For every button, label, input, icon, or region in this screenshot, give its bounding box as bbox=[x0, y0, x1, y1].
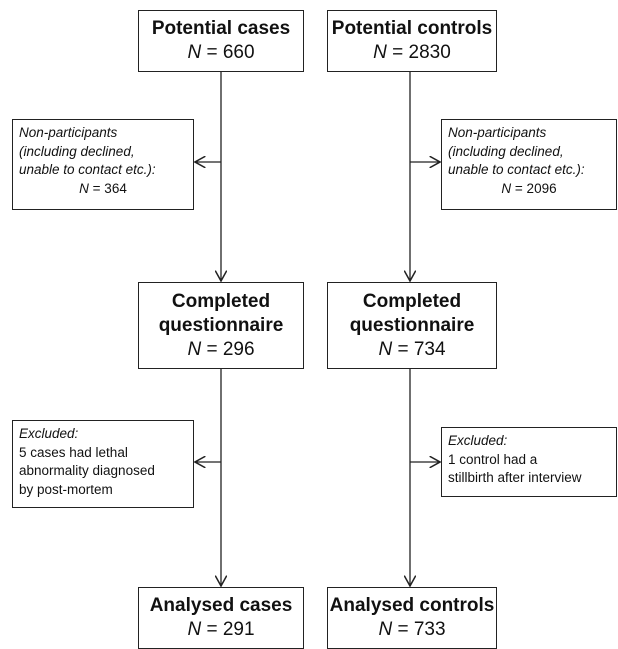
analysed-controls-box: Analysed controls N = 733 bbox=[327, 587, 497, 649]
right-excluded-box: Excluded: 1 control had a stillbirth aft… bbox=[441, 427, 617, 497]
left-excluded-line: 5 cases had lethal bbox=[19, 444, 128, 460]
left-completed-count: N = 296 bbox=[187, 338, 255, 360]
right-completed-title-2: questionnaire bbox=[349, 314, 475, 336]
left-nonparticipants-line: Non-participants bbox=[19, 125, 118, 140]
left-excluded-line: abnormality diagnosed bbox=[19, 463, 155, 478]
left-completed-title-2: questionnaire bbox=[158, 314, 284, 336]
right-completed-title-1: Completed bbox=[362, 290, 462, 312]
right-nonparticipants-line: Non-participants bbox=[448, 125, 547, 140]
analysed-cases-count: N = 291 bbox=[187, 619, 255, 640]
analysed-controls-title: Analysed controls bbox=[329, 595, 495, 616]
right-nonparticipants-count: N = 2096 bbox=[501, 180, 557, 196]
analysed-cases-title: Analysed cases bbox=[149, 595, 293, 616]
potential-cases-box: Potential cases N = 660 bbox=[138, 10, 304, 72]
analysed-controls-count: N = 733 bbox=[378, 619, 446, 640]
left-nonparticipants-box: Non-participants (including declined, un… bbox=[12, 119, 194, 210]
right-excluded-heading: Excluded: bbox=[448, 433, 508, 448]
left-nonparticipants-count: N = 364 bbox=[79, 180, 127, 196]
left-excluded-box: Excluded: 5 cases had lethal abnormality… bbox=[12, 420, 194, 508]
left-nonparticipants-line: unable to contact etc.): bbox=[19, 162, 156, 177]
right-completed-count: N = 734 bbox=[378, 338, 446, 360]
left-excluded-heading: Excluded: bbox=[19, 426, 79, 441]
right-excluded-line: 1 control had a bbox=[448, 451, 538, 467]
right-nonparticipants-box: Non-participants (including declined, un… bbox=[441, 119, 617, 210]
potential-controls-box: Potential controls N = 2830 bbox=[327, 10, 497, 72]
left-completed-box: Completed questionnaire N = 296 bbox=[138, 282, 304, 369]
analysed-cases-box: Analysed cases N = 291 bbox=[138, 587, 304, 649]
left-excluded-line: by post-mortem bbox=[19, 481, 113, 497]
right-nonparticipants-line: unable to contact etc.): bbox=[448, 162, 585, 177]
right-completed-box: Completed questionnaire N = 734 bbox=[327, 282, 497, 369]
potential-controls-count: N = 2830 bbox=[373, 42, 451, 63]
potential-cases-title: Potential cases bbox=[151, 18, 291, 39]
right-excluded-line: stillbirth after interview bbox=[448, 470, 582, 485]
right-nonparticipants-line: (including declined, bbox=[448, 143, 564, 159]
potential-controls-title: Potential controls bbox=[331, 18, 493, 39]
potential-cases-count: N = 660 bbox=[187, 42, 255, 63]
left-completed-title-1: Completed bbox=[171, 290, 271, 312]
left-nonparticipants-line: (including declined, bbox=[19, 143, 135, 159]
